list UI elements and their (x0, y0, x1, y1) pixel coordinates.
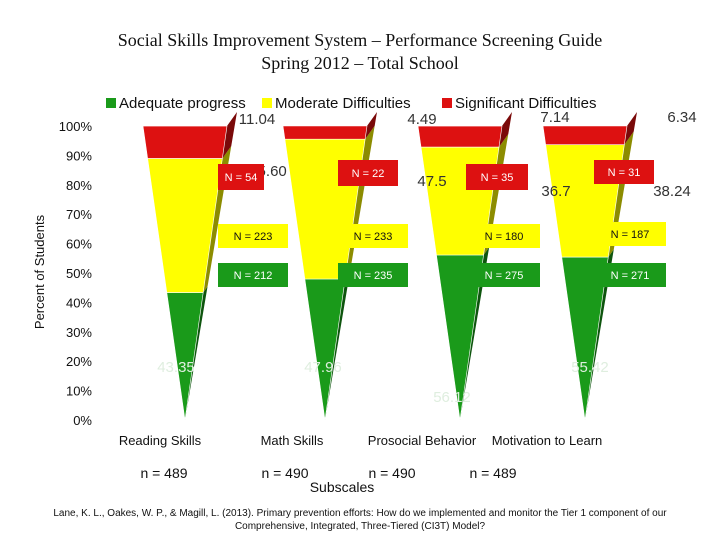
count-box (218, 263, 288, 287)
x-axis-title: Subscales (310, 479, 375, 495)
count-label: N = 187 (611, 229, 650, 241)
y-tick-label: 20% (66, 354, 92, 369)
category-label: Motivation to Learn (492, 433, 603, 448)
legend-label: Significant Difficulties (455, 95, 596, 112)
y-tick-label: 70% (66, 207, 92, 222)
count-box (338, 160, 398, 186)
citation-line-2: Comprehensive, Integrated, Three-Tiered … (234, 521, 486, 532)
data-label: 55.42 (571, 359, 609, 376)
pyramid-side-face (585, 249, 614, 420)
count-label: N = 35 (481, 172, 514, 184)
pyramid-segment (304, 278, 346, 421)
count-label: N = 271 (611, 270, 650, 282)
count-label: N = 212 (234, 270, 273, 282)
y-tick-label: 100% (59, 119, 93, 134)
y-tick-label: 80% (66, 178, 92, 193)
pyramid-side-face (498, 112, 512, 148)
category-total: n = 490 (261, 465, 308, 481)
y-tick-label: 40% (66, 295, 92, 310)
data-label: 6.34 (667, 109, 696, 126)
pyramid-segment (142, 125, 228, 159)
data-label: 11.04 (239, 111, 275, 128)
y-tick-label: 50% (66, 266, 92, 281)
count-label: N = 275 (485, 270, 524, 282)
chart-title-line-1: Social Skills Improvement System – Perfo… (117, 30, 603, 50)
count-box (218, 224, 288, 248)
y-tick-label: 0% (73, 413, 92, 428)
pyramid-segment (282, 125, 368, 140)
legend-swatch (442, 98, 452, 108)
count-box (594, 222, 666, 246)
legend-swatch (106, 98, 116, 108)
chart-title-line-2: Spring 2012 – Total School (261, 53, 459, 73)
count-label: N = 31 (608, 167, 641, 179)
y-tick-label: 30% (66, 325, 92, 340)
category-total: n = 490 (368, 465, 415, 481)
count-label: N = 233 (354, 231, 393, 243)
y-tick-label: 10% (66, 384, 92, 399)
category-label: Prosocial Behavior (368, 433, 477, 448)
pyramid-side-face (624, 112, 637, 145)
count-label: N = 54 (225, 172, 258, 184)
count-box (218, 164, 264, 190)
citation-line-1: Lane, K. L., Oakes, W. P., & Magill, L. … (53, 508, 667, 519)
category-total: n = 489 (140, 465, 187, 481)
pyramid-side-face (222, 112, 237, 159)
pyramid-side-face (325, 272, 350, 420)
count-box (466, 164, 528, 190)
count-box (594, 160, 654, 184)
pyramid-side-face (185, 286, 208, 420)
count-label: N = 223 (234, 231, 273, 243)
pyramid-segment (417, 125, 503, 148)
data-label: 36.7 (541, 183, 570, 200)
category-label: Reading Skills (119, 433, 202, 448)
data-label: 38.24 (653, 183, 691, 200)
y-tick-label: 90% (66, 148, 92, 163)
y-tick-label: 60% (66, 237, 92, 252)
legend-label: Moderate Difficulties (275, 95, 411, 112)
count-box (338, 263, 408, 287)
data-label: 47.96 (304, 359, 342, 376)
count-label: N = 180 (485, 231, 524, 243)
data-label: 56.12 (433, 389, 471, 406)
pyramid-side-face (460, 247, 490, 420)
data-label: 7.14 (540, 109, 569, 126)
count-label: N = 235 (354, 270, 393, 282)
legend-swatch (262, 98, 272, 108)
pyramid-side-face (365, 112, 377, 140)
count-box (468, 224, 540, 248)
data-label: 43.35 (157, 359, 195, 376)
pyramid-segment (166, 292, 204, 421)
legend-label: Adequate progress (119, 95, 246, 112)
data-label: 4.49 (407, 111, 436, 128)
category-label: Math Skills (261, 433, 324, 448)
count-box (468, 263, 540, 287)
count-label: N = 22 (352, 168, 385, 180)
pyramid-segment (147, 158, 223, 293)
count-box (338, 224, 408, 248)
y-axis-title: Percent of Students (32, 214, 47, 329)
data-label: 47.5 (417, 173, 446, 190)
count-box (594, 263, 666, 287)
citation: Lane, K. L., Oakes, W. P., & Magill, L. … (10, 507, 710, 533)
pyramid-segment (542, 125, 628, 145)
category-total: n = 489 (469, 465, 516, 481)
